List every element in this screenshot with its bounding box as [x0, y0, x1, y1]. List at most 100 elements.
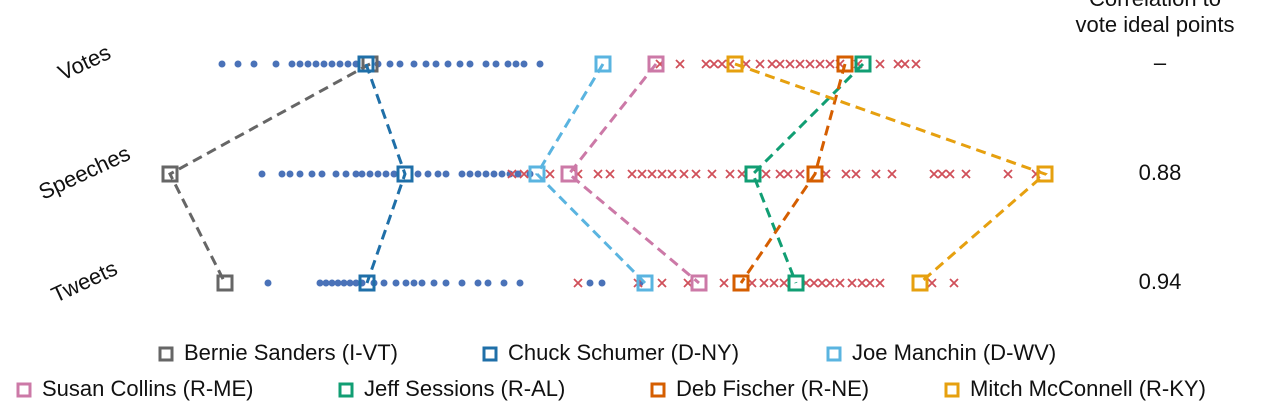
point	[296, 170, 304, 178]
point	[795, 59, 805, 69]
senator-marker	[647, 55, 665, 73]
point	[536, 60, 544, 68]
point	[500, 279, 508, 287]
point	[308, 170, 316, 178]
point	[759, 278, 769, 288]
point	[657, 278, 667, 288]
point	[258, 170, 266, 178]
column-header: Correlation to	[1089, 0, 1221, 11]
point	[779, 278, 789, 288]
point	[865, 278, 875, 288]
point	[805, 59, 815, 69]
point	[352, 170, 360, 178]
senator-marker	[396, 165, 414, 183]
point	[482, 170, 490, 178]
senator-path	[364, 63, 407, 284]
point	[785, 59, 795, 69]
point	[444, 60, 452, 68]
point	[272, 60, 280, 68]
senator-marker	[854, 55, 872, 73]
point	[442, 170, 450, 178]
senator-path	[566, 63, 700, 285]
point	[432, 60, 440, 68]
point	[847, 278, 857, 288]
point	[851, 169, 861, 179]
point	[334, 279, 342, 287]
legend-label: Mitch McConnell (R-KY)	[970, 376, 1206, 401]
point	[466, 170, 474, 178]
point	[352, 279, 360, 287]
point	[586, 279, 594, 287]
legend-swatch	[16, 382, 32, 398]
point	[304, 60, 312, 68]
point	[761, 169, 771, 179]
point	[466, 60, 474, 68]
point	[278, 170, 286, 178]
point	[504, 60, 512, 68]
point	[857, 278, 867, 288]
legend-label: Bernie Sanders (I-VT)	[184, 340, 398, 365]
point	[422, 60, 430, 68]
correlation-value: –	[1154, 50, 1167, 75]
point	[316, 279, 324, 287]
senator-marker	[594, 55, 612, 73]
senator-marker	[690, 274, 708, 292]
point	[218, 60, 226, 68]
point	[911, 59, 921, 69]
senator-marker	[636, 274, 654, 292]
point	[430, 279, 438, 287]
point	[961, 169, 971, 179]
point	[512, 60, 520, 68]
point	[366, 170, 374, 178]
legend-label: Chuck Schumer (D-NY)	[508, 340, 739, 365]
point	[374, 170, 382, 178]
point	[250, 60, 258, 68]
point	[769, 278, 779, 288]
point	[286, 170, 294, 178]
point	[875, 59, 885, 69]
legend-swatch	[482, 346, 498, 362]
point	[344, 60, 352, 68]
point	[516, 279, 524, 287]
point	[657, 169, 667, 179]
row-label: Speeches	[35, 140, 134, 204]
senator-marker	[744, 165, 762, 183]
point	[288, 60, 296, 68]
senator-marker	[806, 165, 824, 183]
point	[573, 278, 583, 288]
senator-marker	[358, 274, 376, 292]
column-header: vote ideal points	[1076, 12, 1235, 37]
legend-swatch	[338, 382, 354, 398]
point	[382, 170, 390, 178]
legend-swatch	[944, 382, 960, 398]
point	[234, 60, 242, 68]
point	[945, 169, 955, 179]
point	[835, 278, 845, 288]
point	[296, 60, 304, 68]
point	[893, 59, 903, 69]
point	[328, 60, 336, 68]
senator-marker	[528, 165, 546, 183]
legend-swatch	[158, 346, 174, 362]
senator-marker	[357, 55, 375, 73]
point	[667, 169, 677, 179]
point	[605, 169, 615, 179]
point	[484, 279, 492, 287]
point	[328, 279, 336, 287]
point	[390, 170, 398, 178]
point	[498, 170, 506, 178]
point	[545, 169, 555, 179]
point	[871, 169, 881, 179]
point	[937, 169, 947, 179]
point	[725, 169, 735, 179]
point	[418, 279, 426, 287]
point	[691, 169, 701, 179]
senator-path	[535, 63, 647, 285]
point	[312, 60, 320, 68]
senator-marker	[732, 274, 750, 292]
point	[709, 59, 719, 69]
senator-path	[751, 62, 865, 284]
point	[701, 59, 711, 69]
senator-marker	[560, 165, 578, 183]
